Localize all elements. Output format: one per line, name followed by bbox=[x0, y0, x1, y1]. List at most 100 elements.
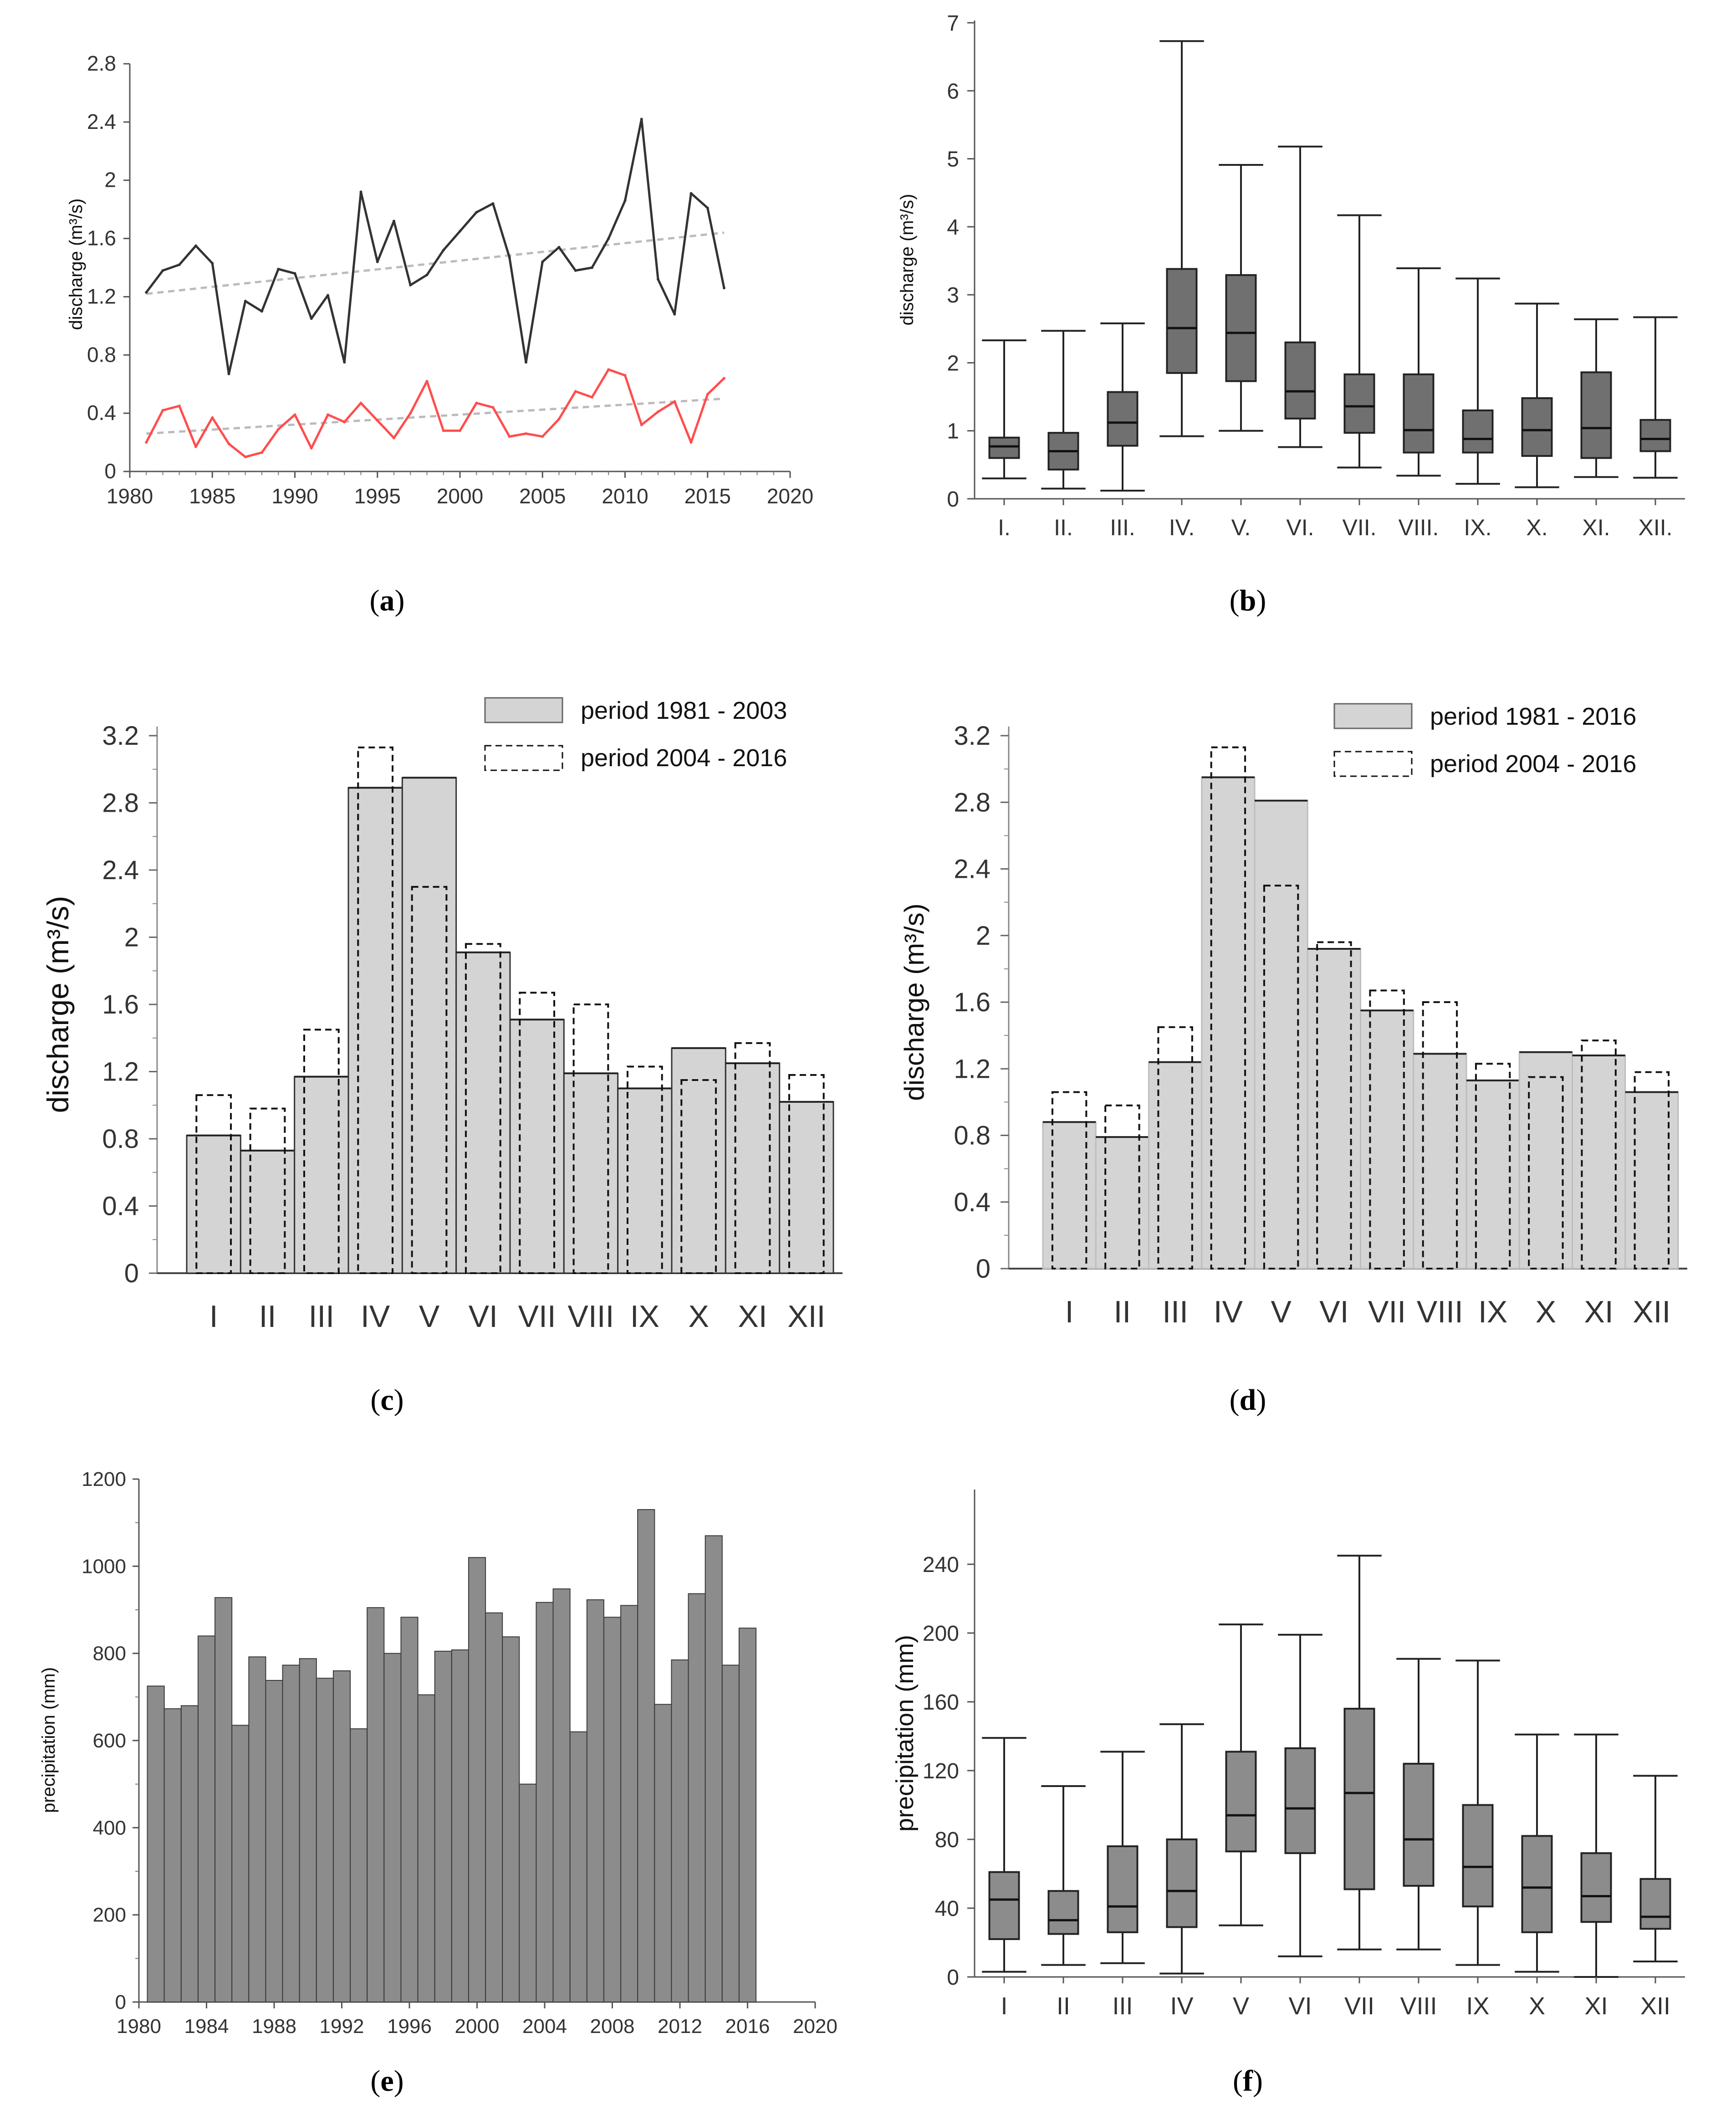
x-tick-label: VI bbox=[1288, 1992, 1312, 2020]
data-point bbox=[541, 260, 544, 263]
bar bbox=[383, 1653, 402, 2003]
legend-label-filled: period 1981 - 2003 bbox=[581, 697, 787, 724]
y-tick-label: 1 bbox=[947, 420, 959, 444]
bar-filled bbox=[1254, 800, 1308, 1270]
bar-filled bbox=[563, 1072, 619, 1274]
y-tick-label: 3 bbox=[947, 283, 959, 307]
y-tick-label: 0 bbox=[115, 1991, 126, 2013]
data-point bbox=[425, 273, 429, 277]
data-point bbox=[607, 368, 610, 371]
y-tick-label: 2.8 bbox=[102, 789, 139, 818]
x-tick-label: VIII bbox=[567, 1299, 614, 1334]
legend-swatch-dashed bbox=[1333, 751, 1413, 777]
bar bbox=[485, 1612, 503, 2003]
box bbox=[1343, 373, 1375, 434]
y-tick-label: 120 bbox=[923, 1759, 959, 1783]
x-tick-label: XI bbox=[1584, 1992, 1608, 2020]
y-tick-label: 2 bbox=[124, 923, 139, 952]
bar bbox=[350, 1728, 368, 2002]
box bbox=[1107, 1845, 1139, 1933]
legend-label-dashed: period 2004 - 2016 bbox=[1430, 750, 1636, 778]
data-point bbox=[623, 199, 627, 202]
bar-filled bbox=[1465, 1080, 1520, 1270]
data-point bbox=[525, 361, 527, 364]
bar-dashed bbox=[303, 1029, 340, 1274]
x-tick-label: 1990 bbox=[271, 484, 318, 508]
box bbox=[1521, 397, 1553, 457]
data-point bbox=[343, 361, 346, 364]
x-tick-label: 2000 bbox=[437, 484, 483, 508]
y-tick-label: 600 bbox=[93, 1730, 126, 1752]
data-point bbox=[227, 442, 230, 445]
box bbox=[988, 1871, 1020, 1940]
y-tick-label: 1.6 bbox=[102, 990, 139, 1019]
legend-swatch-filled bbox=[1333, 703, 1413, 729]
data-point bbox=[459, 429, 461, 432]
x-tick-label: XII bbox=[787, 1299, 825, 1334]
data-point bbox=[689, 192, 693, 195]
data-point bbox=[723, 377, 725, 380]
y-tick-label: 400 bbox=[93, 1817, 126, 1839]
x-tick-label: XI bbox=[1584, 1295, 1613, 1329]
bar-filled bbox=[455, 952, 511, 1274]
data-point bbox=[723, 287, 725, 290]
data-point bbox=[145, 291, 148, 294]
data-point bbox=[310, 317, 313, 320]
bar bbox=[367, 1607, 385, 2002]
box bbox=[1225, 1751, 1257, 1853]
data-point bbox=[557, 417, 561, 420]
box bbox=[1521, 1835, 1553, 1933]
y-tick-label: 80 bbox=[935, 1828, 959, 1852]
bar bbox=[248, 1656, 266, 2003]
y-tick-label: 5 bbox=[947, 148, 959, 172]
bar-dashed bbox=[1634, 1071, 1670, 1270]
trend-line bbox=[146, 397, 725, 435]
box bbox=[1107, 391, 1139, 447]
data-point bbox=[491, 406, 495, 409]
x-tick-label: X bbox=[688, 1299, 709, 1334]
data-point bbox=[310, 446, 313, 450]
y-tick-label: 200 bbox=[93, 1904, 126, 1926]
series-line-minimum bbox=[145, 368, 725, 458]
legend: period 1981 - 2016 period 2004 - 2016 bbox=[1333, 703, 1636, 778]
data-point bbox=[623, 374, 627, 377]
legend-label-dashed: period 2004 - 2016 bbox=[581, 744, 787, 772]
x-tick-label: IX. bbox=[1464, 515, 1491, 540]
bar-dashed bbox=[1157, 1026, 1193, 1270]
x-tick-label: X bbox=[1529, 1992, 1545, 2020]
x-tick-label: XII bbox=[1633, 1295, 1670, 1329]
x-tick-label: VI bbox=[469, 1299, 498, 1334]
x-tick-label: 2012 bbox=[658, 2015, 702, 2038]
box bbox=[1284, 1747, 1316, 1854]
data-point bbox=[475, 211, 478, 214]
bar-filled bbox=[1413, 1053, 1467, 1270]
data-point bbox=[557, 246, 561, 249]
bar bbox=[620, 1605, 638, 2002]
x-tick-label: XI. bbox=[1582, 515, 1610, 540]
bar bbox=[434, 1650, 452, 2002]
data-point bbox=[574, 269, 577, 272]
data-point bbox=[442, 429, 445, 432]
panel-e-bar-chart: 0 200 400 600 800 1000 1200 1980 1984 1988 1992 199… bbox=[39, 1468, 837, 2098]
y-tick-label: 0.8 bbox=[87, 343, 116, 366]
y-axis-label: discharge (m³/s) bbox=[41, 896, 75, 1113]
bar-filled bbox=[1307, 948, 1361, 1270]
data-point bbox=[277, 428, 280, 431]
x-tick-label: VII. bbox=[1342, 515, 1376, 540]
data-point bbox=[343, 420, 346, 424]
x-tick-label: VI bbox=[1319, 1295, 1348, 1329]
x-tick-label: IV bbox=[1214, 1295, 1243, 1329]
data-point bbox=[508, 256, 511, 259]
y-tick-label: 0.4 bbox=[87, 401, 116, 425]
panel-a-line-chart: 0 0.4 0.8 1.2 1.6 2 2.4 2.8 1980 1985 1990 1995 2000… bbox=[66, 51, 813, 617]
bar-dashed bbox=[680, 1079, 717, 1274]
bar bbox=[536, 1602, 554, 2002]
data-point bbox=[409, 412, 412, 415]
panel-c-bar-chart: 00.40.81.21.622.42.83.2I II III IV V VI VII VII… bbox=[41, 697, 842, 1417]
y-tick-label: 1.2 bbox=[102, 1057, 139, 1087]
x-tick-label: 2016 bbox=[725, 2015, 770, 2038]
bar bbox=[147, 1685, 165, 2003]
data-point bbox=[145, 441, 148, 444]
bar-dashed bbox=[1263, 885, 1299, 1270]
